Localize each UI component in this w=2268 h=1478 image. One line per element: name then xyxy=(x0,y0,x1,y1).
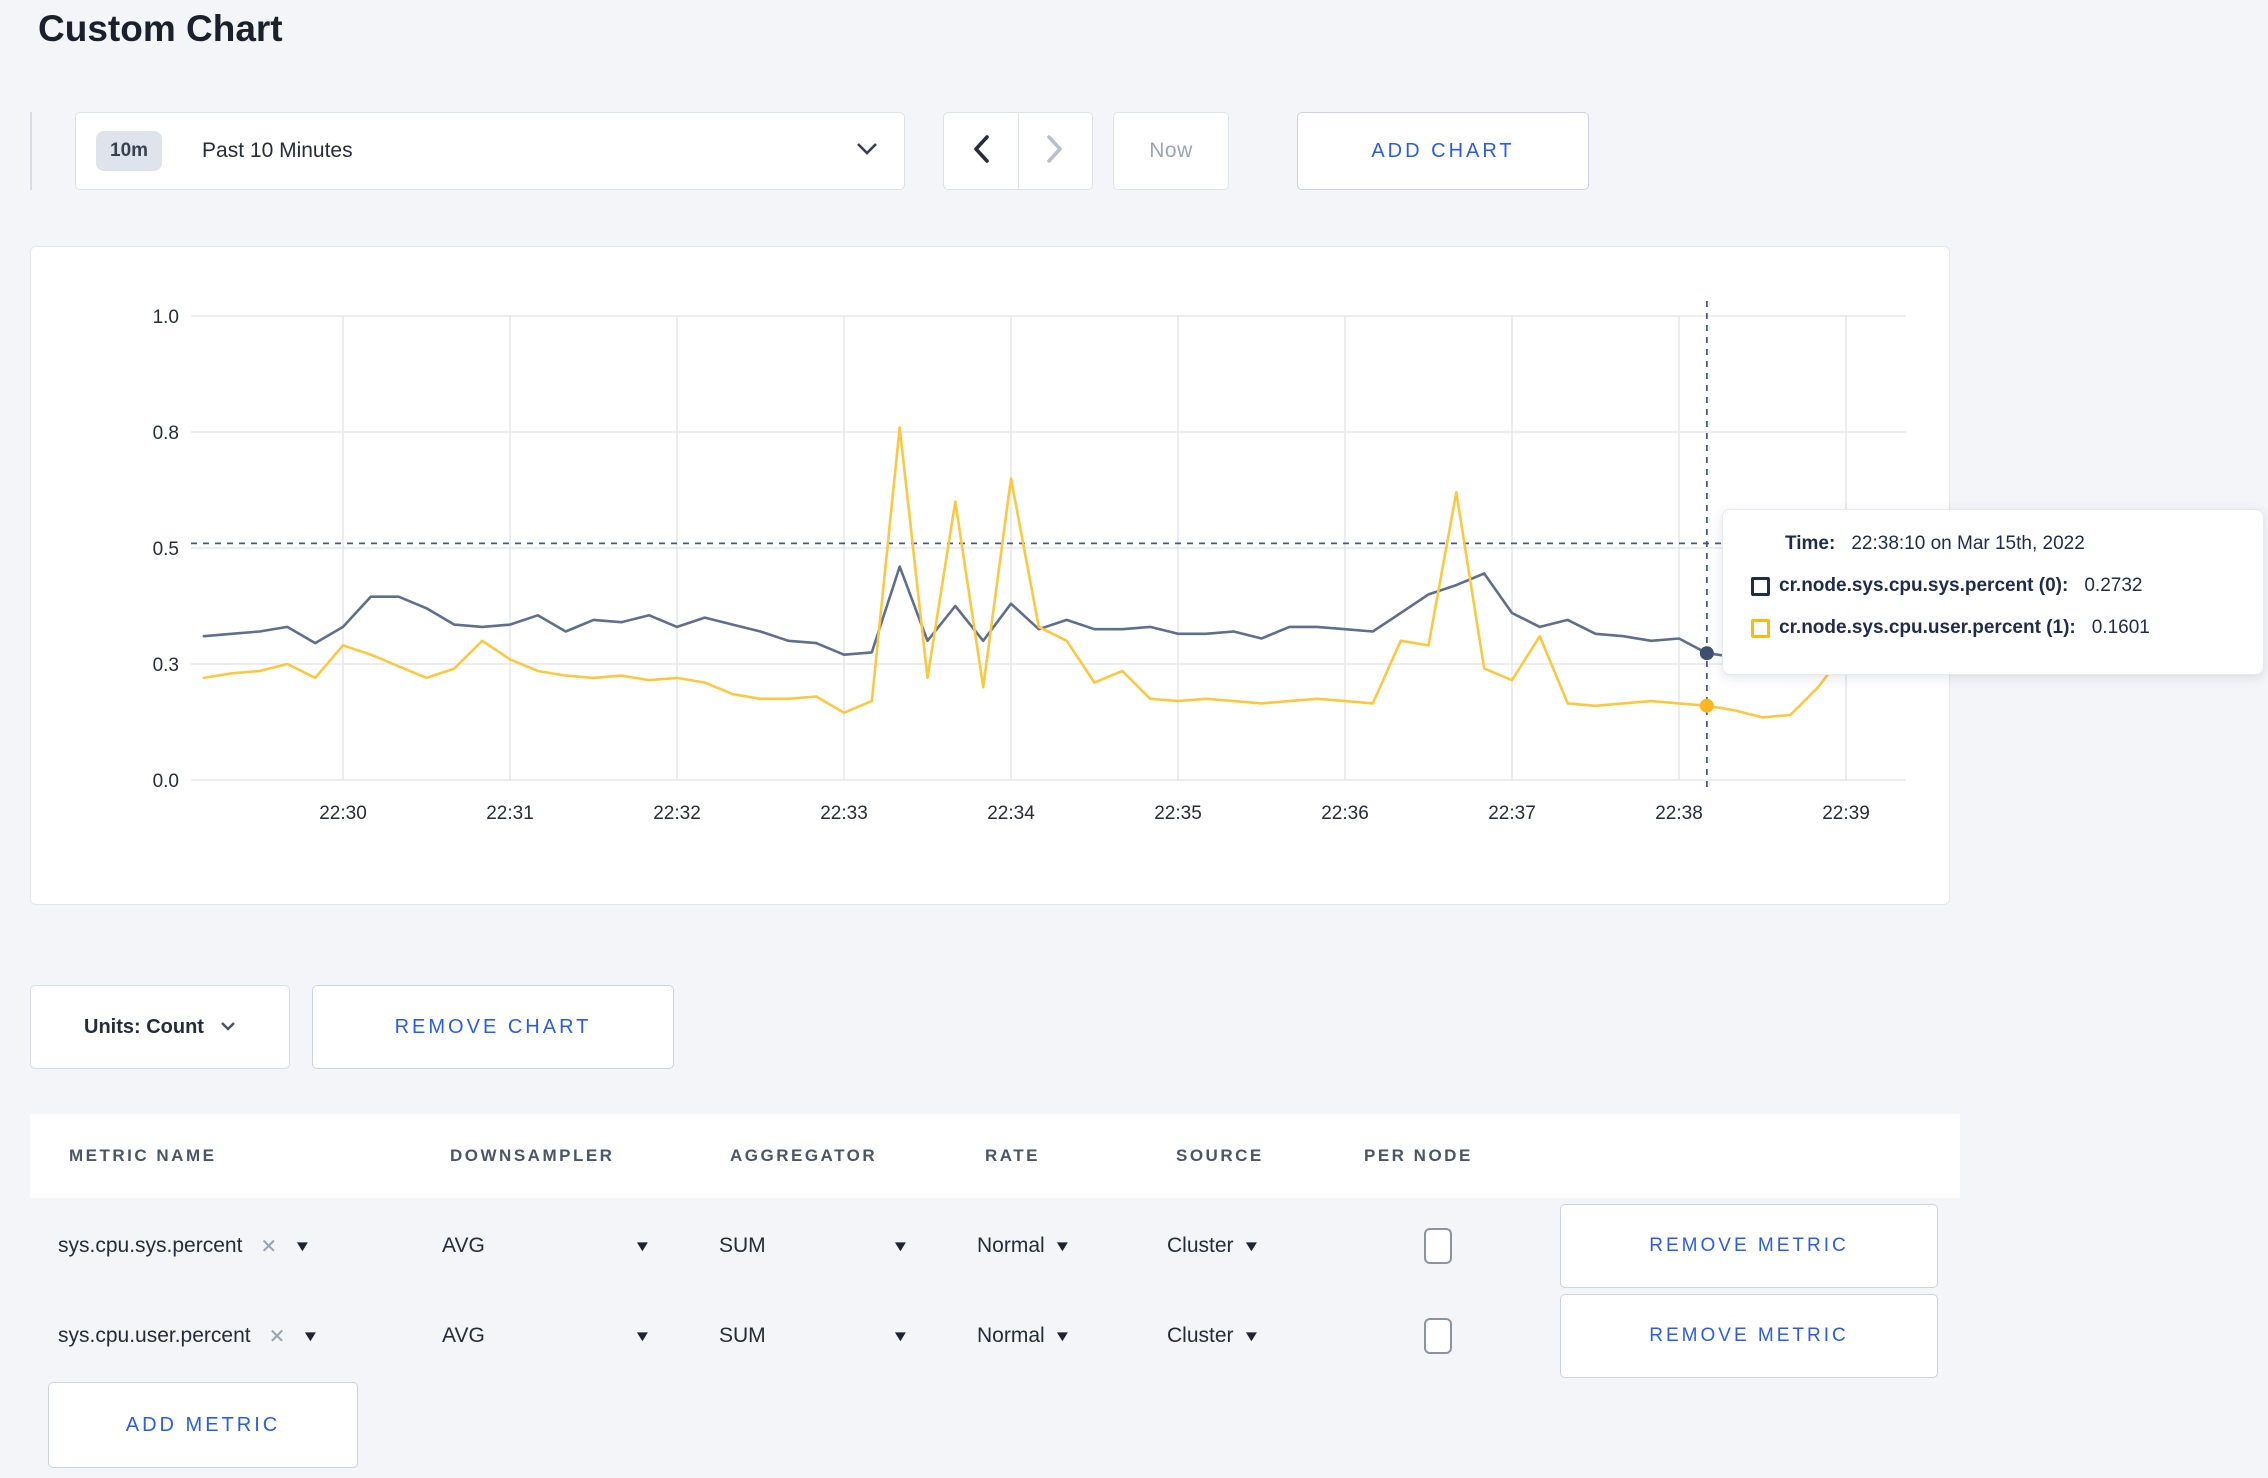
y-axis-label: 0.0 xyxy=(153,771,179,792)
units-select[interactable]: Units: Count xyxy=(30,985,290,1069)
caret-down-icon: ▼ xyxy=(633,1237,652,1255)
chevron-left-icon xyxy=(973,134,989,168)
page-title: Custom Chart xyxy=(38,8,283,49)
x-axis-label: 22:33 xyxy=(820,803,868,824)
time-range-label: Past 10 Minutes xyxy=(202,139,353,162)
chevron-right-icon xyxy=(1047,134,1063,168)
source-select[interactable]: Cluster ▼ xyxy=(1167,1290,1261,1382)
source-select[interactable]: Cluster ▼ xyxy=(1167,1200,1261,1292)
metric-name-label: sys.cpu.sys.percent xyxy=(58,1234,243,1257)
downsampler-value: AVG xyxy=(442,1234,485,1257)
caret-down-icon: ▼ xyxy=(1052,1237,1072,1255)
x-axis-label: 22:37 xyxy=(1488,803,1536,824)
downsampler-value: AVG xyxy=(442,1324,485,1347)
tooltip-series-value: 0.2732 xyxy=(2084,575,2143,596)
series-line xyxy=(202,426,1903,719)
time-range-badge: 10m xyxy=(96,131,163,171)
toolbar-divider xyxy=(30,112,32,190)
per-node-checkbox[interactable] xyxy=(1424,1228,1452,1264)
next-time-button[interactable] xyxy=(1017,113,1093,189)
y-axis-label: 0.8 xyxy=(153,423,179,444)
caret-down-icon: ▼ xyxy=(1241,1327,1261,1345)
caret-down-icon: ▼ xyxy=(633,1327,652,1345)
metric-name-label: sys.cpu.user.percent xyxy=(58,1324,251,1347)
downsampler-select[interactable]: AVG ▼ xyxy=(442,1290,652,1382)
crosshair-dot xyxy=(1699,646,1714,661)
metric-name-select[interactable]: sys.cpu.user.percent ✕ ▼ xyxy=(58,1290,321,1382)
prev-time-button[interactable] xyxy=(944,113,1018,189)
now-button[interactable]: Now xyxy=(1113,112,1229,190)
units-select-label: Units: Count xyxy=(84,1015,204,1038)
y-axis-label: 0.3 xyxy=(153,655,179,676)
header-metric-name: METRIC NAME xyxy=(69,1146,217,1165)
tooltip-time-label: Time: xyxy=(1785,533,1836,554)
y-axis-label: 1.0 xyxy=(153,307,179,328)
tooltip-series-row: cr.node.sys.cpu.user.percent (1): 0.1601 xyxy=(1751,612,2239,644)
caret-down-icon: ▼ xyxy=(301,1327,321,1345)
header-aggregator: AGGREGATOR xyxy=(730,1146,878,1165)
header-rate: RATE xyxy=(985,1146,1041,1165)
aggregator-select[interactable]: SUM ▼ xyxy=(719,1290,910,1382)
rate-select[interactable]: Normal ▼ xyxy=(977,1200,1072,1292)
downsampler-select[interactable]: AVG ▼ xyxy=(442,1200,652,1292)
rate-select[interactable]: Normal ▼ xyxy=(977,1290,1072,1382)
add-chart-button[interactable]: ADD CHART xyxy=(1297,112,1589,190)
x-axis-label: 22:35 xyxy=(1154,803,1202,824)
chevron-down-icon xyxy=(856,142,878,160)
x-axis-label: 22:38 xyxy=(1655,803,1703,824)
per-node-checkbox[interactable] xyxy=(1424,1318,1452,1354)
series-swatch-user-icon xyxy=(1751,618,1770,638)
time-range-select[interactable]: 10m Past 10 Minutes xyxy=(75,112,905,190)
caret-down-icon: ▼ xyxy=(1241,1237,1261,1255)
tooltip-series-row: cr.node.sys.cpu.sys.percent (0): 0.2732 xyxy=(1751,570,2239,602)
metric-row: sys.cpu.user.percent ✕ ▼ AVG ▼ SUM ▼ Nor… xyxy=(30,1290,1960,1382)
chart-panel: 0.0 0.3 0.5 0.8 1.0 22:30 22:31 22:32 22:33 22:34… xyxy=(30,246,1950,905)
tooltip-series-name: cr.node.sys.cpu.user.percent (1): xyxy=(1779,617,2076,638)
tooltip-time-row: Time: 22:38:10 on Mar 15th, 2022 xyxy=(1751,528,2239,560)
aggregator-value: SUM xyxy=(719,1234,766,1257)
tooltip-time-value: 22:38:10 on Mar 15th, 2022 xyxy=(1851,533,2085,554)
metric-row: sys.cpu.sys.percent ✕ ▼ AVG ▼ SUM ▼ Norm… xyxy=(30,1200,1960,1292)
chart-tooltip: Time: 22:38:10 on Mar 15th, 2022 cr.node… xyxy=(1722,509,2264,675)
remove-chart-button[interactable]: REMOVE CHART xyxy=(312,985,674,1069)
add-metric-button[interactable]: ADD METRIC xyxy=(48,1382,358,1468)
tooltip-series-value: 0.1601 xyxy=(2091,617,2150,638)
chevron-down-icon xyxy=(220,1018,236,1036)
caret-down-icon: ▼ xyxy=(891,1327,910,1345)
x-axis-label: 22:39 xyxy=(1822,803,1870,824)
metrics-table-header: METRIC NAME DOWNSAMPLER AGGREGATOR RATE … xyxy=(30,1114,1960,1198)
remove-metric-button[interactable]: REMOVE METRIC xyxy=(1560,1294,1938,1378)
time-nav-group xyxy=(943,112,1093,190)
header-source: SOURCE xyxy=(1176,1146,1264,1165)
header-downsampler: DOWNSAMPLER xyxy=(450,1146,615,1165)
remove-metric-x-icon[interactable]: ✕ xyxy=(260,1235,278,1258)
y-axis-label: 0.5 xyxy=(153,539,179,560)
metric-name-select[interactable]: sys.cpu.sys.percent ✕ ▼ xyxy=(58,1200,312,1292)
rate-value: Normal xyxy=(977,1234,1045,1257)
source-value: Cluster xyxy=(1167,1234,1234,1257)
line-chart[interactable]: 0.0 0.3 0.5 0.8 1.0 22:30 22:31 22:32 22:33 22:34… xyxy=(31,247,1951,906)
x-axis-label: 22:30 xyxy=(319,803,367,824)
caret-down-icon: ▼ xyxy=(1052,1327,1072,1345)
series-swatch-sys-icon xyxy=(1751,576,1770,596)
crosshair-dot xyxy=(1699,698,1714,713)
caret-down-icon: ▼ xyxy=(891,1237,910,1255)
x-axis-label: 22:34 xyxy=(987,803,1035,824)
remove-metric-x-icon[interactable]: ✕ xyxy=(268,1325,286,1348)
rate-value: Normal xyxy=(977,1324,1045,1347)
header-per-node: PER NODE xyxy=(1364,1146,1473,1165)
series-line xyxy=(202,565,1903,659)
x-axis-label: 22:31 xyxy=(486,803,534,824)
aggregator-select[interactable]: SUM ▼ xyxy=(719,1200,910,1292)
tooltip-series-name: cr.node.sys.cpu.sys.percent (0): xyxy=(1779,575,2069,596)
x-axis-label: 22:36 xyxy=(1321,803,1369,824)
x-axis-label: 22:32 xyxy=(653,803,701,824)
source-value: Cluster xyxy=(1167,1324,1234,1347)
caret-down-icon: ▼ xyxy=(293,1237,312,1255)
remove-metric-button[interactable]: REMOVE METRIC xyxy=(1560,1204,1938,1288)
aggregator-value: SUM xyxy=(719,1324,766,1347)
